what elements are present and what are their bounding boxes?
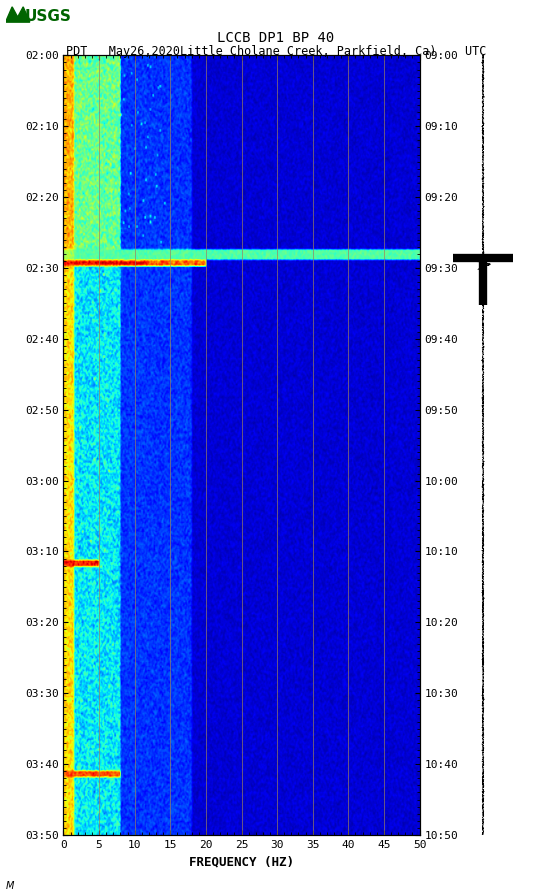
Text: PDT   May26,2020Little Cholane Creek, Parkfield, Ca)    UTC: PDT May26,2020Little Cholane Creek, Park… — [66, 45, 486, 58]
Polygon shape — [6, 7, 30, 22]
Text: LCCB DP1 BP 40: LCCB DP1 BP 40 — [217, 31, 335, 46]
Text: M: M — [6, 880, 14, 890]
X-axis label: FREQUENCY (HZ): FREQUENCY (HZ) — [189, 855, 294, 868]
Text: USGS: USGS — [25, 9, 72, 24]
